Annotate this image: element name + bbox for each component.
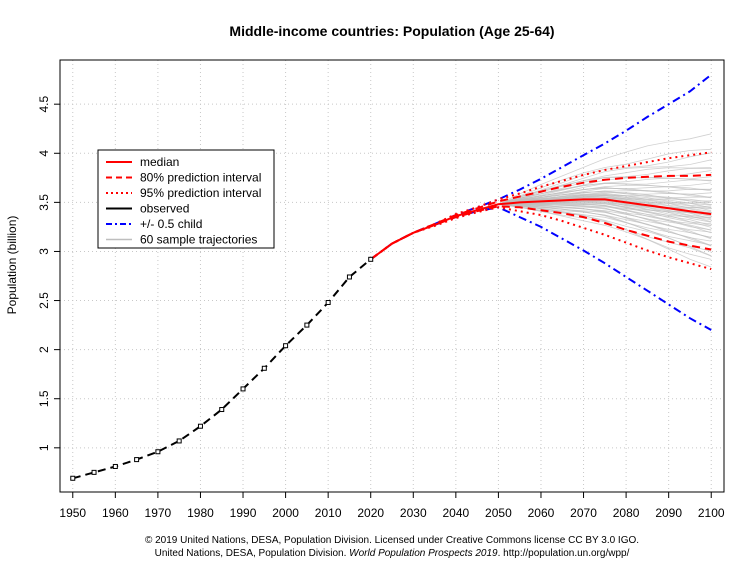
x-tick-label-1980: 1980 — [187, 506, 214, 520]
credit-line-2-suffix: . http://population.un.org/wpp/ — [498, 548, 630, 559]
observed-point-1955 — [91, 469, 97, 475]
observed-point-2000 — [283, 343, 289, 349]
x-tick-label-2030: 2030 — [400, 506, 427, 520]
plot-frame — [59, 59, 725, 493]
series-95-upper — [370, 151, 712, 261]
observed-point-1970 — [155, 449, 161, 455]
observed-point-1975 — [176, 438, 182, 444]
sample-trajectory-57 — [498, 159, 712, 205]
y-tick-label-4: 4 — [37, 150, 51, 157]
x-tick-label-2060: 2060 — [528, 506, 555, 520]
sample-trajectory-10 — [498, 203, 712, 238]
observed-point-2015 — [346, 274, 352, 280]
x-tick-label-1970: 1970 — [145, 506, 172, 520]
chart-title: Middle-income countries: Population (Age… — [229, 23, 554, 39]
x-tick-label-2090: 2090 — [655, 506, 682, 520]
observed-point-1965 — [134, 457, 140, 463]
observed-point-1985 — [219, 407, 225, 413]
legend-label-5: +/- 0.5 child — [140, 217, 202, 231]
y-tick-label-1.5: 1.5 — [37, 390, 51, 407]
legend-label-3: 95% prediction interval — [140, 186, 261, 200]
credit-line-2-prefix: United Nations, DESA, Population Divisio… — [155, 548, 350, 559]
legend-label-4: observed — [140, 202, 189, 216]
series-0-5-child — [370, 206, 712, 331]
observed-point-1960 — [112, 463, 118, 469]
y-tick-label-3: 3 — [37, 248, 51, 255]
observed-point-1990 — [240, 386, 246, 392]
x-tick-label-2000: 2000 — [272, 506, 299, 520]
y-tick-label-3.5: 3.5 — [37, 194, 51, 211]
x-tick-label-1960: 1960 — [102, 506, 129, 520]
x-tick-label-1990: 1990 — [230, 506, 257, 520]
sample-trajectory-47 — [498, 186, 712, 205]
credit-line-1: © 2019 United Nations, DESA, Population … — [145, 535, 639, 546]
sample-trajectory-60 — [498, 133, 712, 205]
credit-line-2: United Nations, DESA, Population Divisio… — [155, 548, 630, 559]
sample-trajectory-59 — [498, 148, 712, 205]
y-tick-label-2: 2 — [37, 346, 51, 353]
x-tick-label-2040: 2040 — [442, 506, 469, 520]
observed-point-2010 — [325, 300, 331, 306]
x-tick-label-2010: 2010 — [315, 506, 342, 520]
x-tick-label-2050: 2050 — [485, 506, 512, 520]
y-axis-label: Population (billion) — [5, 216, 19, 315]
series-observed — [72, 258, 372, 480]
observed-point-2005 — [304, 322, 310, 328]
legend-label-6: 60 sample trajectories — [140, 233, 257, 247]
x-tick-label-2070: 2070 — [570, 506, 597, 520]
observed-point-2020 — [368, 256, 374, 262]
series-median — [370, 198, 712, 261]
x-tick-label-2080: 2080 — [613, 506, 640, 520]
x-tick-label-2020: 2020 — [357, 506, 384, 520]
y-tick-label-1: 1 — [37, 444, 51, 451]
x-tick-label-1950: 1950 — [59, 506, 86, 520]
x-tick-label-2100: 2100 — [698, 506, 725, 520]
grid-lines — [60, 60, 724, 492]
sample-trajectory-55 — [498, 167, 712, 205]
observed-markers — [70, 256, 374, 481]
observed-point-1950 — [70, 475, 76, 481]
y-tick-label-2.5: 2.5 — [37, 292, 51, 309]
legend-label-2: 80% prediction interval — [140, 171, 261, 185]
credit-line-2-italic: World Population Prospects 2019 — [349, 548, 498, 559]
x-axis: 1950 1960 1970 1980 1990 2000 2010 2020 2030 2040… — [59, 492, 725, 520]
y-tick-label-4.5: 4.5 — [37, 96, 51, 113]
observed-point-1995 — [261, 365, 267, 371]
y-axis: 1 1.5 2 2.5 3 3.5 4 4.5 — [37, 96, 60, 451]
legend-box — [97, 149, 275, 249]
sample-trajectory-17 — [498, 203, 712, 226]
legend-label-1: median — [140, 155, 179, 169]
series-lines — [72, 73, 712, 480]
observed-point-1980 — [197, 423, 203, 429]
